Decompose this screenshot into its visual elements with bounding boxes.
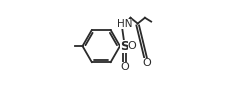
Text: HN: HN xyxy=(117,19,132,29)
Text: O: O xyxy=(142,58,151,68)
Text: O: O xyxy=(128,41,136,51)
Text: O: O xyxy=(120,62,129,72)
Text: S: S xyxy=(120,40,129,53)
